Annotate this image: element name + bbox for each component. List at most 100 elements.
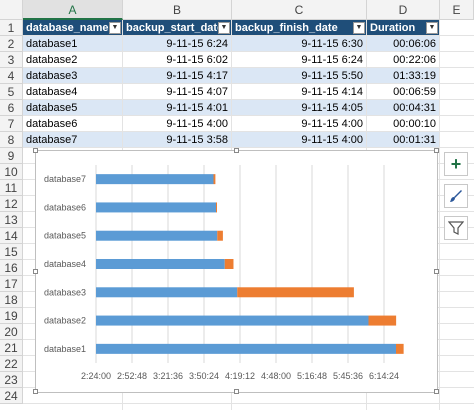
row-header-24[interactable]: 24 xyxy=(0,388,23,404)
table-cell-duration[interactable]: 00:06:59 xyxy=(367,84,440,100)
table-cell-database-name[interactable]: database2 xyxy=(23,52,123,68)
resize-handle[interactable] xyxy=(434,269,439,274)
table-cell-backup-finish-date[interactable]: 9-11-15 6:30 xyxy=(232,36,367,52)
header-cell-backup-finish-date[interactable]: backup_finish_date ▼ xyxy=(232,20,367,36)
row-header-23[interactable]: 23 xyxy=(0,372,23,388)
column-header-e[interactable]: E xyxy=(440,0,474,20)
x-tick-label: 3:50:24 xyxy=(189,371,219,381)
y-category-label: database1 xyxy=(44,344,86,354)
header-cell-backup-start-date[interactable]: backup_start_date ▼ xyxy=(123,20,232,36)
table-cell-backup-finish-date[interactable]: 9-11-15 6:24 xyxy=(232,52,367,68)
row-header-10[interactable]: 10 xyxy=(0,164,23,180)
resize-handle[interactable] xyxy=(234,148,239,153)
table-cell-duration[interactable]: 00:00:10 xyxy=(367,116,440,132)
row-header-22[interactable]: 22 xyxy=(0,356,23,372)
table-cell-duration[interactable]: 00:22:06 xyxy=(367,52,440,68)
row-header-12[interactable]: 12 xyxy=(0,196,23,212)
row-header-13[interactable]: 13 xyxy=(0,212,23,228)
resize-handle[interactable] xyxy=(33,148,38,153)
bar-duration-database6 xyxy=(216,202,217,213)
row-header-5[interactable]: 5 xyxy=(0,84,23,100)
table-cell-duration[interactable]: 00:01:31 xyxy=(367,132,440,148)
header-cell-database-name[interactable]: database_name ▼ xyxy=(23,20,123,36)
table-cell-backup-start-date[interactable]: 9-11-15 6:02 xyxy=(123,52,232,68)
bar-start-database3 xyxy=(96,287,238,298)
table-cell-duration[interactable]: 01:33:19 xyxy=(367,68,440,84)
header-label: backup_start_date xyxy=(126,22,224,34)
row-header-8[interactable]: 8 xyxy=(0,132,23,148)
y-category-label: database2 xyxy=(44,316,86,326)
gantt-chart[interactable]: 2:24:00 2:52:48 3:21:36 3:50:24 4:19:12 4:48:… xyxy=(33,148,439,394)
resize-handle[interactable] xyxy=(434,148,439,153)
row-header-4[interactable]: 4 xyxy=(0,68,23,84)
row-header-15[interactable]: 15 xyxy=(0,244,23,260)
resize-handle[interactable] xyxy=(434,389,439,394)
row-header-20[interactable]: 20 xyxy=(0,324,23,340)
table-cell-database-name[interactable]: database5 xyxy=(23,100,123,116)
plus-icon: + xyxy=(450,154,462,174)
row-header-7[interactable]: 7 xyxy=(0,116,23,132)
table-cell-backup-finish-date[interactable]: 9-11-15 4:00 xyxy=(232,132,367,148)
table-cell-backup-start-date[interactable]: 9-11-15 4:17 xyxy=(123,68,232,84)
row-header-21[interactable]: 21 xyxy=(0,340,23,356)
chart-elements-button[interactable]: + xyxy=(444,152,468,176)
select-all-corner[interactable] xyxy=(0,0,23,20)
x-tick-label: 2:24:00 xyxy=(81,371,111,381)
table-cell-backup-start-date[interactable]: 9-11-15 4:01 xyxy=(123,100,232,116)
table-cell-backup-start-date[interactable]: 9-11-15 3:58 xyxy=(123,132,232,148)
table-cell-database-name[interactable]: database6 xyxy=(23,116,123,132)
table-cell-backup-finish-date[interactable]: 9-11-15 4:00 xyxy=(232,116,367,132)
bar-start-database6 xyxy=(96,202,216,213)
bar-duration-database2 xyxy=(368,315,397,326)
table-cell-backup-start-date[interactable]: 9-11-15 4:07 xyxy=(123,84,232,100)
table-cell-duration[interactable]: 00:06:06 xyxy=(367,36,440,52)
row-header-19[interactable]: 19 xyxy=(0,308,23,324)
header-label: Duration xyxy=(370,22,416,34)
table-cell-backup-start-date[interactable]: 9-11-15 4:00 xyxy=(123,116,232,132)
column-header-c[interactable]: C xyxy=(232,0,367,20)
resize-handle[interactable] xyxy=(33,389,38,394)
row-header-2[interactable]: 2 xyxy=(0,36,23,52)
y-category-label: database5 xyxy=(44,231,86,241)
header-cell-duration[interactable]: Duration ▼ xyxy=(367,20,440,36)
row-header-3[interactable]: 3 xyxy=(0,52,23,68)
x-tick-label: 4:48:00 xyxy=(261,371,291,381)
y-category-label: database6 xyxy=(44,202,86,212)
table-cell-database-name[interactable]: database4 xyxy=(23,84,123,100)
column-header-d[interactable]: D xyxy=(367,0,440,20)
x-tick-label: 3:21:36 xyxy=(153,371,183,381)
table-cell-backup-finish-date[interactable]: 9-11-15 4:05 xyxy=(232,100,367,116)
row-header-14[interactable]: 14 xyxy=(0,228,23,244)
filter-dropdown-icon[interactable]: ▼ xyxy=(353,22,365,34)
bar-start-database5 xyxy=(96,230,218,241)
table-cell-database-name[interactable]: database1 xyxy=(23,36,123,52)
table-cell-database-name[interactable]: database7 xyxy=(23,132,123,148)
bar-duration-database3 xyxy=(237,287,354,298)
row-header-1[interactable]: 1 xyxy=(0,20,23,36)
filter-dropdown-icon[interactable]: ▼ xyxy=(426,22,438,34)
row-header-9[interactable]: 9 xyxy=(0,148,23,164)
filter-dropdown-icon[interactable]: ▼ xyxy=(109,22,121,34)
bar-start-database4 xyxy=(96,259,225,269)
row-header-16[interactable]: 16 xyxy=(0,260,23,276)
table-cell-backup-finish-date[interactable]: 9-11-15 4:14 xyxy=(232,84,367,100)
table-cell-database-name[interactable]: database3 xyxy=(23,68,123,84)
header-label: backup_finish_date xyxy=(235,22,338,34)
filter-dropdown-icon[interactable]: ▼ xyxy=(218,22,230,34)
row-header-17[interactable]: 17 xyxy=(0,276,23,292)
chart-styles-button[interactable] xyxy=(444,184,468,208)
chart-filters-button[interactable] xyxy=(444,216,468,240)
bar-start-database7 xyxy=(96,174,214,185)
row-header-6[interactable]: 6 xyxy=(0,100,23,116)
row-header-18[interactable]: 18 xyxy=(0,292,23,308)
column-header-a[interactable]: A xyxy=(23,0,123,20)
bar-duration-database7 xyxy=(213,174,216,185)
resize-handle[interactable] xyxy=(33,269,38,274)
table-cell-backup-start-date[interactable]: 9-11-15 6:24 xyxy=(123,36,232,52)
x-tick-label: 5:45:36 xyxy=(333,371,363,381)
column-header-b[interactable]: B xyxy=(123,0,232,20)
table-cell-duration[interactable]: 00:04:31 xyxy=(367,100,440,116)
resize-handle[interactable] xyxy=(234,389,239,394)
table-cell-backup-finish-date[interactable]: 9-11-15 5:50 xyxy=(232,68,367,84)
row-header-11[interactable]: 11 xyxy=(0,180,23,196)
